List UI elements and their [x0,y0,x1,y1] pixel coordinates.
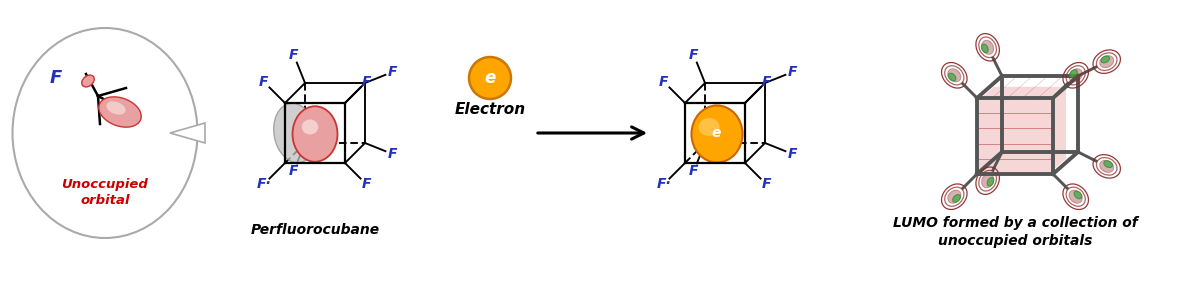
Polygon shape [979,87,1066,172]
Text: LUMO formed by a collection of
unoccupied orbitals: LUMO formed by a collection of unoccupie… [892,216,1137,248]
Text: F: F [689,164,699,178]
Ellipse shape [1070,70,1081,81]
Ellipse shape [293,106,337,162]
Ellipse shape [1104,161,1112,168]
Ellipse shape [82,75,94,87]
Text: e: e [484,69,496,87]
Ellipse shape [692,105,742,162]
Text: F·: F· [256,177,271,191]
FancyArrowPatch shape [538,127,644,139]
Text: F: F [259,75,269,89]
Text: Perfluorocubane: Perfluorocubane [251,223,380,237]
Polygon shape [171,123,205,143]
Ellipse shape [949,70,960,81]
Ellipse shape [1101,56,1110,63]
Ellipse shape [1100,161,1113,172]
Text: e: e [711,126,721,140]
Text: Electron: Electron [454,103,526,118]
Ellipse shape [949,191,960,202]
Ellipse shape [1074,191,1082,199]
Ellipse shape [699,118,719,136]
Ellipse shape [1070,70,1077,77]
Text: Unoccupied
orbital: Unoccupied orbital [61,178,149,207]
Ellipse shape [982,175,993,187]
Text: F: F [788,147,797,161]
Ellipse shape [301,120,318,134]
Ellipse shape [107,101,126,115]
Ellipse shape [948,73,956,81]
Text: F: F [788,65,797,79]
Text: F: F [289,164,299,178]
Text: F: F [289,48,299,62]
Circle shape [470,57,510,99]
Ellipse shape [1100,56,1113,67]
Ellipse shape [982,41,993,54]
Ellipse shape [1070,191,1081,202]
Text: F: F [689,48,699,62]
Ellipse shape [274,103,316,163]
Text: F: F [388,147,398,161]
Ellipse shape [12,28,197,238]
Text: F: F [362,75,371,89]
Text: F·: F· [657,177,671,191]
Ellipse shape [98,97,142,127]
Text: F: F [388,65,398,79]
Text: F: F [761,75,771,89]
Text: F: F [659,75,669,89]
Ellipse shape [981,44,988,53]
Text: F: F [362,177,371,191]
Ellipse shape [987,177,994,186]
Text: F: F [761,177,771,191]
Ellipse shape [952,194,961,202]
Text: F: F [50,69,62,87]
